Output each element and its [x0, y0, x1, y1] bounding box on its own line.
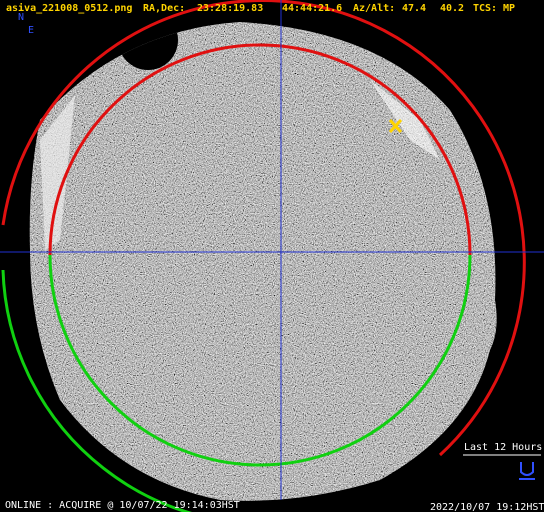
azalt-label: Az/Alt: — [353, 3, 395, 14]
outer-circle-red — [1, 0, 526, 457]
alt: 40.2 — [440, 3, 464, 14]
status-line: ONLINE : ACQUIRE @ 10/07/22 19:14:03HST — [5, 500, 240, 511]
dec: 44:44:21.6 — [282, 3, 342, 14]
compass-east: E — [28, 25, 34, 36]
filename: asiva_221008_0512.png — [6, 2, 132, 14]
inner-circle-red — [48, 43, 472, 256]
radec-label: RA,Dec: — [143, 3, 185, 14]
timestamp: 2022/10/07 19:12HST — [430, 502, 544, 512]
outer-circle-green — [1, 269, 193, 512]
tcs-label: TCS: — [473, 3, 497, 14]
inner-circle-green — [48, 254, 472, 467]
ra: 23:28:19.83 — [197, 3, 263, 14]
legend-label: Last 12 Hours — [464, 442, 542, 453]
compass-north: N — [18, 12, 24, 23]
az: 47.4 — [402, 3, 426, 14]
legend-icon — [519, 462, 535, 480]
tcs: MP — [503, 3, 515, 14]
target-marker — [388, 118, 403, 134]
